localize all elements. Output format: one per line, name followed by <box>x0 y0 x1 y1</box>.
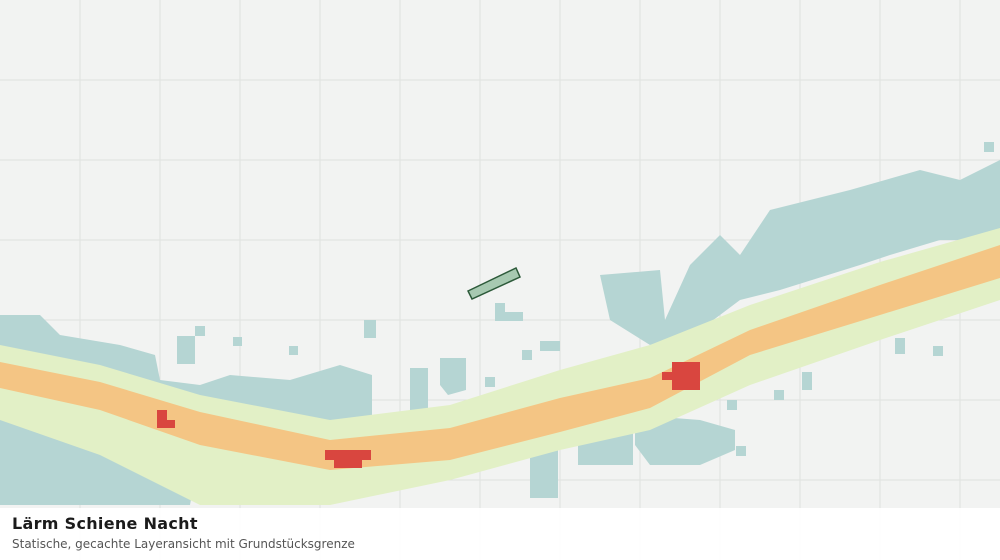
noise-zone-high <box>0 245 1000 470</box>
parcel-boundary[interactable] <box>466 266 521 300</box>
noise-zone-very-high <box>157 362 700 468</box>
legend-panel: Lärm Schiene Nacht Statische, gecachte L… <box>0 508 1000 560</box>
map-title: Lärm Schiene Nacht <box>12 514 198 533</box>
map-subtitle: Statische, gecachte Layeransicht mit Gru… <box>12 537 355 551</box>
